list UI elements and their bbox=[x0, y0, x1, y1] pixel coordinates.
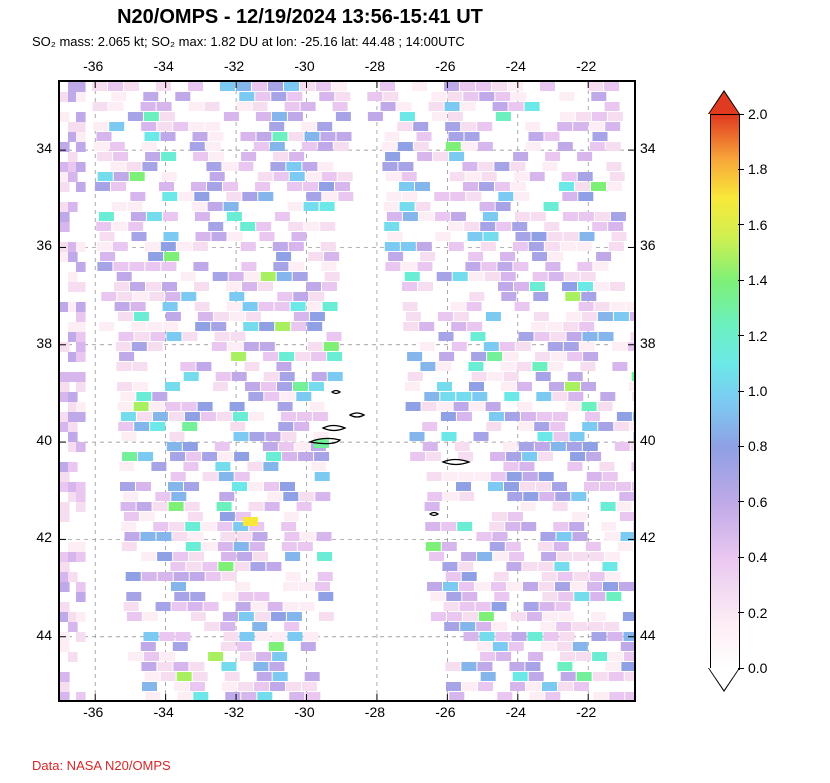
colorbar-tickmark bbox=[738, 501, 744, 502]
xtick-bottom: -30 bbox=[294, 704, 314, 720]
ytick-right: 40 bbox=[640, 432, 656, 448]
ytick-left: 38 bbox=[28, 335, 52, 351]
map-frame bbox=[58, 80, 636, 702]
colorbar-under-arrow bbox=[709, 668, 739, 690]
xtick-bottom: -32 bbox=[224, 704, 244, 720]
xtick-top: -26 bbox=[435, 58, 455, 74]
page-subtitle: SO₂ mass: 2.065 kt; SO₂ max: 1.82 DU at … bbox=[32, 34, 465, 49]
colorbar-tickmark bbox=[738, 557, 744, 558]
colorbar-tick-label: 1.6 bbox=[748, 217, 767, 233]
ytick-left: 44 bbox=[28, 627, 52, 643]
xtick-bottom: -22 bbox=[576, 704, 596, 720]
ytick-right: 42 bbox=[640, 529, 656, 545]
ytick-right: 44 bbox=[640, 627, 656, 643]
colorbar-tickmark bbox=[738, 446, 744, 447]
xtick-top: -32 bbox=[224, 58, 244, 74]
xtick-top: -22 bbox=[576, 58, 596, 74]
colorbar-tick-label: 0.8 bbox=[748, 438, 767, 454]
page-title: N20/OMPS - 12/19/2024 13:56-15:41 UT bbox=[117, 6, 483, 29]
xtick-bottom: -34 bbox=[154, 704, 174, 720]
xtick-top: -30 bbox=[294, 58, 314, 74]
xtick-bottom: -28 bbox=[365, 704, 385, 720]
colorbar-tickmark bbox=[738, 224, 744, 225]
colorbar-tickmark bbox=[738, 668, 744, 669]
xtick-top: -36 bbox=[83, 58, 103, 74]
xtick-bottom: -36 bbox=[83, 704, 103, 720]
colorbar-tickmark bbox=[738, 335, 744, 336]
colorbar-over-arrow bbox=[709, 92, 739, 114]
xtick-top: -24 bbox=[506, 58, 526, 74]
xtick-top: -34 bbox=[154, 58, 174, 74]
colorbar-tickmark bbox=[738, 612, 744, 613]
colorbar-tickmark bbox=[738, 169, 744, 170]
ytick-right: 34 bbox=[640, 140, 656, 156]
xtick-bottom: -24 bbox=[506, 704, 526, 720]
colorbar-tickmark bbox=[738, 280, 744, 281]
heatmap-chart bbox=[60, 82, 634, 700]
colorbar-tickmark bbox=[738, 114, 744, 115]
ytick-left: 42 bbox=[28, 529, 52, 545]
colorbar bbox=[710, 114, 740, 670]
xtick-top: -28 bbox=[365, 58, 385, 74]
ytick-right: 38 bbox=[640, 335, 656, 351]
ytick-left: 34 bbox=[28, 140, 52, 156]
colorbar-tick-label: 1.0 bbox=[748, 383, 767, 399]
colorbar-tick-label: 1.4 bbox=[748, 272, 767, 288]
colorbar-tick-label: 1.8 bbox=[748, 161, 767, 177]
colorbar-tickmark bbox=[738, 391, 744, 392]
colorbar-tick-label: 2.0 bbox=[748, 106, 767, 122]
colorbar-gradient bbox=[711, 115, 739, 669]
colorbar-tick-label: 0.4 bbox=[748, 549, 767, 565]
ytick-left: 40 bbox=[28, 432, 52, 448]
ytick-left: 36 bbox=[28, 237, 52, 253]
colorbar-tick-label: 0.2 bbox=[748, 605, 767, 621]
xtick-bottom: -26 bbox=[435, 704, 455, 720]
ytick-right: 36 bbox=[640, 237, 656, 253]
colorbar-tick-label: 0.6 bbox=[748, 494, 767, 510]
colorbar-tick-label: 0.0 bbox=[748, 660, 767, 676]
data-credit: Data: NASA N20/OMPS bbox=[32, 758, 171, 773]
colorbar-tick-label: 1.2 bbox=[748, 328, 767, 344]
